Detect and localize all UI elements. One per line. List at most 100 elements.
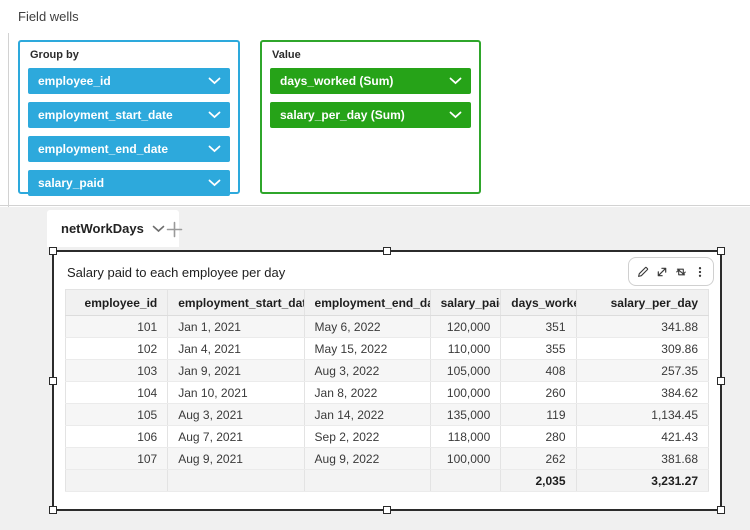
resize-handle-top-right[interactable] [717, 247, 725, 255]
table-row: 106 Aug 7, 2021 Sep 2, 2022 118,000 280 … [64, 425, 709, 448]
table-row: 101 Jan 1, 2021 May 6, 2022 120,000 351 … [64, 315, 709, 338]
maximize-visual-button[interactable] [653, 261, 670, 283]
column-header-employment-end-date[interactable]: employment_end_date [304, 289, 431, 316]
table-cell: Jan 1, 2021 [167, 315, 305, 338]
table-cell: 110,000 [430, 337, 502, 360]
table-cell: Aug 7, 2021 [167, 425, 305, 448]
resize-handle-top-middle[interactable] [383, 247, 391, 255]
table-totals-row: 2,035 3,231.27 [64, 469, 709, 492]
table-cell: 2,035 [500, 469, 577, 492]
refresh-icon [675, 268, 686, 275]
table-cell [304, 469, 431, 492]
column-header-salary-per-day[interactable]: salary_per_day [576, 289, 709, 316]
table-cell: May 6, 2022 [304, 315, 431, 338]
field-pill-employment-end-date[interactable]: employment_end_date [28, 136, 230, 162]
table-cell: 105 [64, 403, 169, 426]
field-pill-label: days_worked (Sum) [280, 74, 394, 88]
field-pill-days-worked-sum[interactable]: days_worked (Sum) [270, 68, 471, 94]
field-pill-label: employment_end_date [38, 142, 169, 156]
column-header-salary-paid[interactable]: salary_paid [430, 289, 502, 316]
table-cell: Aug 9, 2021 [167, 447, 305, 470]
table-cell: 421.43 [576, 425, 709, 448]
table-cell [64, 469, 169, 492]
table-cell: 384.62 [576, 381, 709, 404]
field-pill-salary-per-day-sum[interactable]: salary_per_day (Sum) [270, 102, 471, 128]
table-row: 107 Aug 9, 2021 Aug 9, 2022 100,000 262 … [64, 447, 709, 470]
table-cell: 104 [64, 381, 169, 404]
resize-handle-bottom-right[interactable] [717, 506, 725, 514]
table-row: 105 Aug 3, 2021 Jan 14, 2022 135,000 119… [64, 403, 709, 426]
table-cell: 260 [500, 381, 577, 404]
value-label: Value [272, 49, 301, 61]
chevron-down-icon [208, 179, 221, 187]
table-cell: 351 [500, 315, 577, 338]
table-cell: 257.35 [576, 359, 709, 382]
chevron-down-icon[interactable] [152, 225, 165, 233]
table-cell: 120,000 [430, 315, 502, 338]
table-cell: Aug 3, 2021 [167, 403, 305, 426]
table-row: 102 Jan 4, 2021 May 15, 2022 110,000 355… [64, 337, 709, 360]
table-cell: May 15, 2022 [304, 337, 431, 360]
table-cell: Jan 9, 2021 [167, 359, 305, 382]
field-wells-panel: Field wells Group by employee_id employm… [0, 0, 750, 206]
pencil-icon [637, 266, 648, 277]
sheet-tab-networkdays[interactable]: netWorkDays [47, 210, 179, 247]
table-row: 104 Jan 10, 2021 Jan 8, 2022 100,000 260… [64, 381, 709, 404]
table-cell: 262 [500, 447, 577, 470]
chevron-down-icon [449, 77, 462, 85]
visual-title: Salary paid to each employee per day [67, 265, 286, 280]
table-cell: 103 [64, 359, 169, 382]
table-cell: 309.86 [576, 337, 709, 360]
resize-handle-bottom-left[interactable] [49, 506, 57, 514]
table-cell: 118,000 [430, 425, 502, 448]
table-cell: Jan 14, 2022 [304, 403, 431, 426]
table-cell: Aug 3, 2022 [304, 359, 431, 382]
refresh-visual-button[interactable] [672, 261, 689, 283]
field-pill-employee-id[interactable]: employee_id [28, 68, 230, 94]
table-row: 103 Jan 9, 2021 Aug 3, 2022 105,000 408 … [64, 359, 709, 382]
visual-toolbar [628, 257, 714, 286]
table-cell: 381.68 [576, 447, 709, 470]
field-pill-label: salary_paid [38, 176, 105, 190]
resize-handle-bottom-middle[interactable] [383, 506, 391, 514]
table-cell [430, 469, 502, 492]
table-cell: Sep 2, 2022 [304, 425, 431, 448]
table-visual-card[interactable]: Salary paid to each employee per day [49, 247, 725, 514]
edit-visual-button[interactable] [634, 261, 651, 283]
value-well: Value days_worked (Sum) salary_per_day (… [260, 40, 481, 194]
table-header-row: employee_id employment_start_date employ… [64, 289, 709, 316]
field-pill-salary-paid[interactable]: salary_paid [28, 170, 230, 196]
column-header-employee-id[interactable]: employee_id [64, 289, 169, 316]
chevron-down-icon [208, 145, 221, 153]
table-cell: 119 [500, 403, 577, 426]
visual-menu-button[interactable] [691, 261, 708, 283]
table-cell: 408 [500, 359, 577, 382]
resize-handle-middle-right[interactable] [717, 376, 725, 385]
table-cell: 135,000 [430, 403, 502, 426]
chevron-down-icon [449, 111, 462, 119]
kebab-menu-icon [698, 266, 701, 277]
plus-icon [166, 221, 182, 237]
field-wells-title: Field wells [18, 9, 79, 24]
resize-handle-top-left[interactable] [49, 247, 57, 255]
table-cell: 3,231.27 [576, 469, 709, 492]
resize-handle-middle-left[interactable] [49, 376, 57, 385]
group-by-well: Group by employee_id employment_start_da… [18, 40, 240, 196]
table-cell: 280 [500, 425, 577, 448]
add-sheet-button[interactable] [160, 215, 188, 243]
chevron-down-icon [208, 111, 221, 119]
table-cell: Jan 10, 2021 [167, 381, 305, 404]
field-pill-employment-start-date[interactable]: employment_start_date [28, 102, 230, 128]
table-cell: Jan 4, 2021 [167, 337, 305, 360]
field-pill-label: employment_start_date [38, 108, 173, 122]
group-by-label: Group by [30, 49, 79, 61]
field-pill-label: employee_id [38, 74, 111, 88]
column-header-employment-start-date[interactable]: employment_start_date [167, 289, 305, 316]
table-cell: 341.88 [576, 315, 709, 338]
table-cell: 1,134.45 [576, 403, 709, 426]
table-cell: 107 [64, 447, 169, 470]
sheet-tab-label: netWorkDays [61, 221, 144, 236]
column-header-days-worked[interactable]: days_worked [500, 289, 577, 316]
sheet-canvas: netWorkDays Salary paid to each employee… [0, 207, 750, 530]
